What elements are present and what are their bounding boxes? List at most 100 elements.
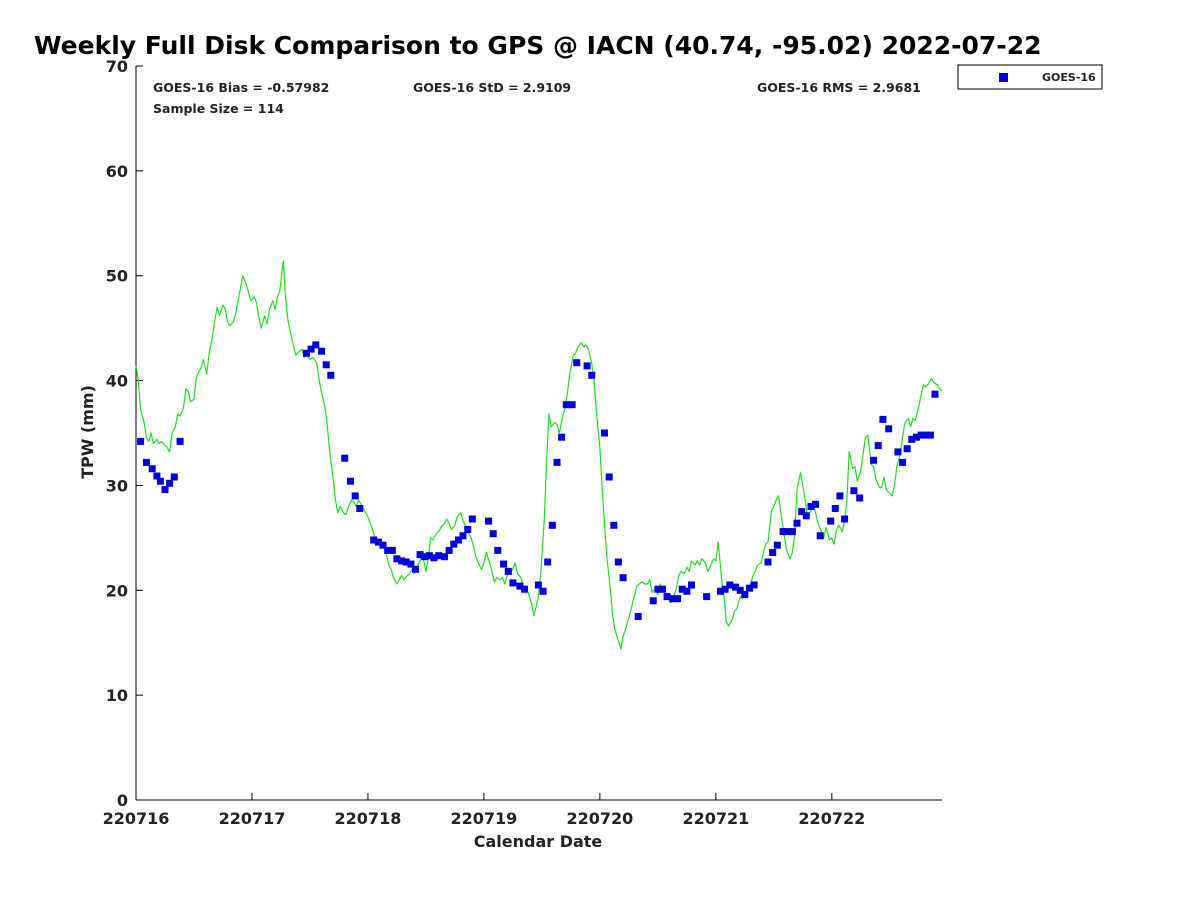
std-stat: GOES-16 StD = 2.9109 <box>413 80 571 95</box>
goes16-point <box>879 415 887 423</box>
goes16-point <box>610 521 618 529</box>
x-tick-label: 220718 <box>335 809 402 828</box>
goes16-point <box>516 582 524 590</box>
goes16-point <box>746 584 753 592</box>
goes16-point <box>784 528 792 536</box>
goes16-point <box>402 558 410 566</box>
goes16-point <box>779 528 787 536</box>
goes16-point <box>683 587 691 595</box>
goes16-point <box>356 505 364 512</box>
gps-series <box>135 260 943 650</box>
goes16-point <box>509 579 517 587</box>
bias-stat: GOES-16 Bias = -0.57982 <box>153 80 329 95</box>
goes16-point <box>176 437 184 445</box>
goes16-point <box>583 362 591 370</box>
goes16-point <box>913 433 920 441</box>
goes16-point <box>553 458 561 466</box>
goes16-point <box>850 487 858 495</box>
rms-stat: GOES-16 RMS = 2.9681 <box>757 80 921 95</box>
goes16-point <box>318 347 326 355</box>
goes16-point <box>588 371 596 379</box>
x-axis-label: Calendar Date <box>474 832 603 851</box>
goes16-point <box>678 585 686 593</box>
goes16-point <box>303 349 310 357</box>
goes16-point <box>659 585 666 593</box>
goes16-point <box>539 587 547 595</box>
goes16-point <box>741 591 749 598</box>
goes16-point <box>393 555 401 563</box>
goes16-point <box>769 549 777 556</box>
goes16-point <box>412 565 419 573</box>
goes16-point <box>351 492 359 500</box>
x-tick-label: 220717 <box>219 809 286 828</box>
x-axis-ticks: 220716 220717 220718 220719 220720 220721 2207… <box>103 793 865 828</box>
goes16-point <box>421 553 429 561</box>
goes16-point <box>534 581 542 589</box>
goes16-point <box>885 425 893 433</box>
goes16-point <box>166 479 174 487</box>
goes16-point <box>450 540 458 548</box>
gps-line <box>135 260 943 650</box>
goes16-point <box>494 546 502 554</box>
goes16-point <box>521 585 528 593</box>
goes16-point <box>573 359 581 367</box>
goes16-point <box>649 597 657 605</box>
goes16-point <box>793 519 801 527</box>
goes16-point <box>605 473 613 481</box>
goes16-point <box>312 341 320 349</box>
goes16-point <box>307 345 315 353</box>
goes16-point <box>688 581 695 589</box>
goes16-point <box>445 546 453 554</box>
goes16-point <box>903 445 911 453</box>
x-tick-label: 220721 <box>682 809 749 828</box>
y-tick-label: 20 <box>106 581 128 600</box>
goes16-point <box>153 472 161 480</box>
goes16-point <box>634 613 642 620</box>
x-tick-label: 220722 <box>798 809 865 828</box>
y-axis-label: TPW (mm) <box>78 385 97 479</box>
goes16-point <box>341 454 349 462</box>
goes16-point <box>441 553 448 561</box>
goes16-point <box>601 429 608 437</box>
goes16-point <box>807 502 815 510</box>
legend-goes16-marker <box>999 73 1008 82</box>
goes16-point <box>614 558 622 566</box>
goes16-point <box>721 585 729 593</box>
goes16-point <box>459 532 467 540</box>
goes16-point <box>435 552 443 560</box>
goes16-point <box>504 567 512 575</box>
goes16-point <box>500 560 508 568</box>
goes16-point <box>548 521 556 529</box>
goes16-point <box>931 390 939 398</box>
goes16-point <box>544 558 552 566</box>
stats-panel: GOES-16 Bias = -0.57982 GOES-16 StD = 2.… <box>153 80 921 116</box>
goes16-point <box>894 448 902 456</box>
goes16-point <box>161 486 169 494</box>
goes16-point <box>454 536 462 544</box>
goes16-point <box>663 593 671 601</box>
goes16-point <box>489 530 497 538</box>
legend: GOES-16 <box>957 64 1103 90</box>
y-axis-ticks: 0 10 20 30 40 50 60 70 <box>106 57 143 810</box>
goes16-point <box>836 492 844 500</box>
goes16-point <box>764 558 772 566</box>
goes16-point <box>717 587 724 595</box>
goes16-point <box>654 585 662 593</box>
goes16-point <box>398 557 406 565</box>
goes16-point <box>831 505 839 512</box>
goes16-point <box>425 552 433 560</box>
goes16-point <box>156 477 164 485</box>
sample-size-stat: Sample Size = 114 <box>153 101 284 116</box>
goes16-point <box>856 494 864 502</box>
legend-box <box>957 64 1103 90</box>
goes16-point <box>922 431 930 439</box>
goes16-point <box>926 431 934 439</box>
goes16-point <box>558 433 566 441</box>
y-tick-label: 0 <box>117 791 128 810</box>
goes16-point <box>812 500 820 508</box>
goes16-point <box>908 435 916 443</box>
y-tick-label: 40 <box>106 372 128 391</box>
goes16-point <box>703 593 711 601</box>
goes16-point <box>137 437 145 445</box>
y-tick-label: 50 <box>106 267 128 286</box>
